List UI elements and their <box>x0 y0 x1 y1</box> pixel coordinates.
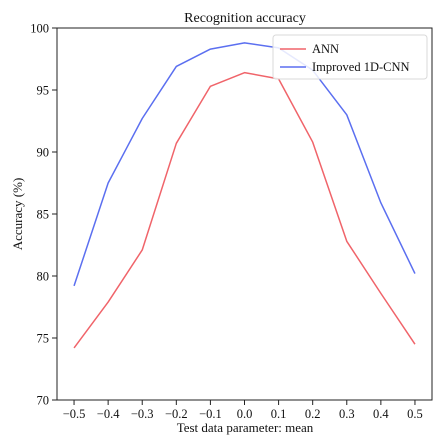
y-tick-label: 75 <box>37 332 50 346</box>
x-tick-label: −0.4 <box>97 407 120 421</box>
x-tick-label: −0.1 <box>199 407 222 421</box>
y-tick-label: 95 <box>37 84 50 98</box>
x-tick-label: 0.4 <box>373 407 389 421</box>
chart-title: Recognition accuracy <box>184 11 306 26</box>
x-tick-label: 0.2 <box>305 407 321 421</box>
y-tick-label: 100 <box>30 22 49 36</box>
y-axis-label: Accuracy (%) <box>10 178 25 251</box>
x-tick-label: −0.2 <box>165 407 188 421</box>
y-axis: 70 75 80 85 90 95 100 <box>30 22 57 408</box>
series-line-improved-1d-cnn <box>73 42 416 287</box>
plot-area <box>56 27 433 401</box>
x-tick-label: −0.5 <box>63 407 86 421</box>
x-tick-label: −0.3 <box>131 407 154 421</box>
y-tick-label: 85 <box>37 208 50 222</box>
y-tick-label: 70 <box>37 394 50 408</box>
x-tick-label: 0.3 <box>339 407 355 421</box>
series-layer <box>73 42 416 349</box>
x-tick-label: 0.5 <box>407 407 423 421</box>
legend-label: ANN <box>312 42 339 56</box>
x-axis: −0.5 −0.4 −0.3 −0.2 −0.1 0.0 0.1 0.2 0.3 0.4 0.5 <box>63 400 423 421</box>
legend-box <box>272 34 428 80</box>
y-tick-label: 80 <box>37 270 50 284</box>
legend-label: Improved 1D-CNN <box>312 60 410 74</box>
x-axis-label: Test data parameter: mean <box>177 420 314 435</box>
x-tick-label: 0.0 <box>237 407 253 421</box>
legend: ANN Improved 1D-CNN <box>272 34 428 80</box>
y-tick-label: 90 <box>37 146 50 160</box>
x-tick-label: 0.1 <box>271 407 287 421</box>
series-line-ann <box>73 71 416 349</box>
